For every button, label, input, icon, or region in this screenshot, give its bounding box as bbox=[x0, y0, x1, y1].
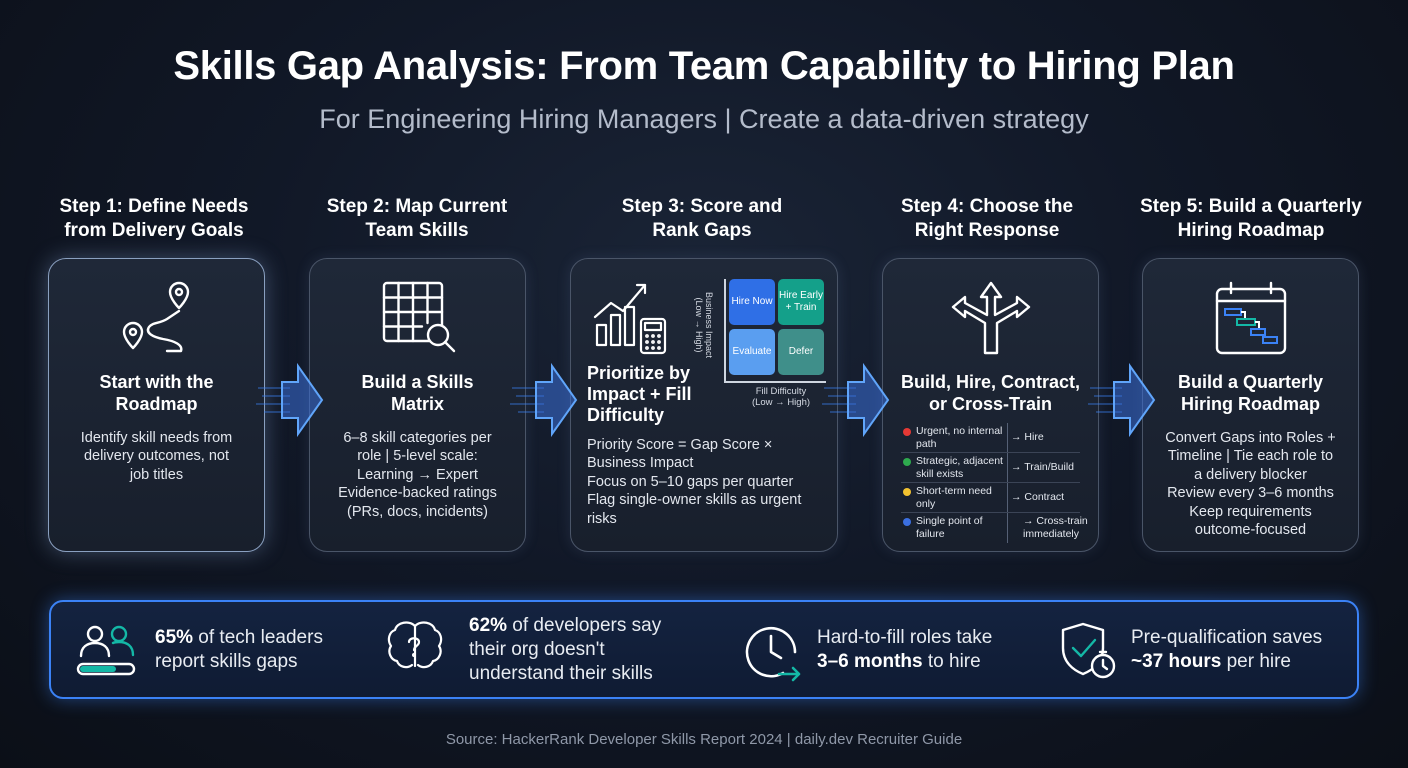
step-5-body: Convert Gaps into Roles + Timeline | Tie … bbox=[1165, 430, 1336, 539]
step-5-card: Build a Quarterly Hiring Roadmap Convert … bbox=[1142, 258, 1359, 552]
step-1-heading: Step 1: Define Needs from Delivery Goals bbox=[59, 196, 249, 241]
source-citation: Source: HackerRank Developer Skills Repo… bbox=[445, 731, 963, 748]
matrix-x-axis-line bbox=[724, 381, 826, 383]
stat-skills-gaps: 65% of tech leaders report skills gaps bbox=[155, 627, 323, 672]
step-3-card: Business Impact (Low → High) Hire Now Hir… bbox=[570, 258, 838, 552]
blue-dot-icon bbox=[903, 518, 911, 526]
brain-question-icon bbox=[387, 621, 443, 669]
step-2-body: 6–8 skill categories per role | 5-level s… bbox=[338, 430, 497, 520]
route-pins-icon bbox=[122, 281, 190, 353]
calendar-gantt-icon bbox=[1215, 281, 1287, 355]
step-5-heading: Step 5: Build a Quarterly Hiring Roadmap bbox=[1140, 196, 1362, 241]
row-separator bbox=[901, 512, 1080, 513]
yellow-dot-icon bbox=[903, 488, 911, 496]
step-4-title: Build, Hire, Contract, or Cross-Train bbox=[900, 372, 1080, 414]
red-dot-icon bbox=[903, 428, 911, 436]
step-1-body: Identify skill needs from delivery outcom… bbox=[80, 430, 233, 483]
stats-bar: 65% of tech leaders report skills gaps 6… bbox=[49, 600, 1359, 699]
matrix-y-axis-line bbox=[724, 279, 726, 383]
step-4-card: Build, Hire, Contract, or Cross-Train Urg… bbox=[882, 258, 1099, 552]
matrix-cell-evaluate: Evaluate bbox=[729, 329, 775, 375]
flow-arrow-icon bbox=[822, 362, 890, 438]
green-dot-icon bbox=[903, 458, 911, 466]
page-title: Skills Gap Analysis: From Team Capabilit… bbox=[173, 44, 1235, 88]
matrix-cell-hire-now: Hire Now bbox=[729, 279, 775, 325]
split-arrows-icon bbox=[951, 281, 1031, 355]
row-separator bbox=[901, 482, 1080, 483]
matrix-x-axis-label: Fill Difficulty (Low → High) bbox=[751, 386, 811, 408]
shield-check-timer-icon bbox=[1061, 622, 1116, 679]
response-divider bbox=[1007, 423, 1008, 543]
step-2-card: Build a Skills Matrix 6–8 skill categorie… bbox=[309, 258, 526, 552]
flow-arrow-icon bbox=[510, 362, 578, 438]
step-3-title: Prioritize by Impact + Fill Difficulty bbox=[587, 363, 692, 425]
people-progress-icon bbox=[76, 625, 136, 676]
step-5-title: Build a Quarterly Hiring Roadmap bbox=[1177, 372, 1324, 414]
step-1-title: Start with the Roadmap bbox=[99, 372, 214, 414]
clock-arrow-icon bbox=[745, 626, 801, 682]
step-4-heading: Step 4: Choose the Right Response bbox=[900, 196, 1074, 241]
step-1-card: Start with the Roadmap Identify skill nee… bbox=[48, 258, 265, 552]
step-3-heading: Step 3: Score and Rank Gaps bbox=[621, 196, 783, 241]
page-subtitle: For Engineering Hiring Managers | Create… bbox=[319, 104, 1089, 134]
step-2-heading: Step 2: Map Current Team Skills bbox=[326, 196, 508, 241]
matrix-cell-defer: Defer bbox=[778, 329, 824, 375]
matrix-cell-hire-early-train: Hire Early + Train bbox=[778, 279, 824, 325]
stat-org-understanding: 62% of developers say their org doesn't … bbox=[469, 615, 662, 684]
row-separator bbox=[901, 452, 1080, 453]
matrix-y-axis-label: Business Impact (Low → High) bbox=[694, 291, 714, 359]
flow-arrow-icon bbox=[256, 362, 324, 438]
step-2-title: Build a Skills Matrix bbox=[361, 372, 474, 414]
flow-arrow-icon bbox=[1088, 362, 1156, 438]
chart-calculator-icon bbox=[593, 283, 667, 355]
stat-time-to-hire: Hard-to-fill roles take 3–6 months to hi… bbox=[817, 627, 993, 672]
step-3-body: Priority Score = Gap Score × Business Imp… bbox=[587, 437, 802, 527]
grid-search-icon bbox=[382, 281, 456, 353]
stat-pre-qualification: Pre-qualification saves ~37 hours per hi… bbox=[1131, 627, 1323, 672]
